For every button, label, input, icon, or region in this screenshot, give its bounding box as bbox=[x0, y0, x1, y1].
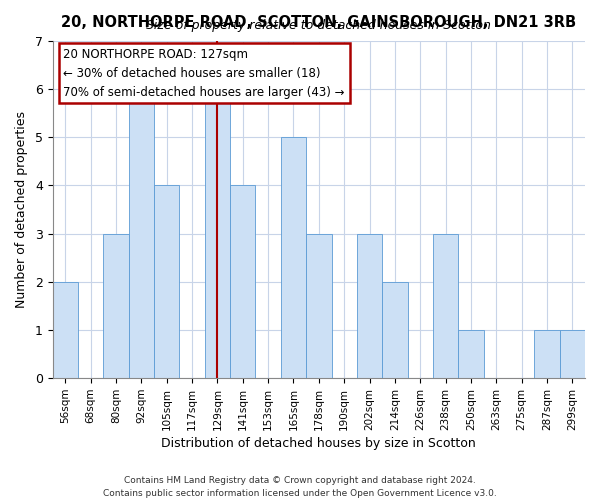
Bar bbox=[306, 234, 332, 378]
Text: 20 NORTHORPE ROAD: 127sqm
← 30% of detached houses are smaller (18)
70% of semi-: 20 NORTHORPE ROAD: 127sqm ← 30% of detac… bbox=[64, 48, 345, 98]
X-axis label: Distribution of detached houses by size in Scotton: Distribution of detached houses by size … bbox=[161, 437, 476, 450]
Bar bbox=[357, 234, 382, 378]
Text: Size of property relative to detached houses in Scotton: Size of property relative to detached ho… bbox=[146, 20, 491, 32]
Bar bbox=[129, 89, 154, 378]
Bar bbox=[281, 138, 306, 378]
Bar bbox=[53, 282, 78, 378]
Text: Contains HM Land Registry data © Crown copyright and database right 2024.
Contai: Contains HM Land Registry data © Crown c… bbox=[103, 476, 497, 498]
Bar bbox=[205, 89, 230, 378]
Bar bbox=[433, 234, 458, 378]
Bar bbox=[154, 186, 179, 378]
Y-axis label: Number of detached properties: Number of detached properties bbox=[15, 111, 28, 308]
Bar bbox=[560, 330, 585, 378]
Bar bbox=[103, 234, 129, 378]
Title: 20, NORTHORPE ROAD, SCOTTON, GAINSBOROUGH, DN21 3RB: 20, NORTHORPE ROAD, SCOTTON, GAINSBOROUG… bbox=[61, 15, 577, 30]
Bar bbox=[382, 282, 407, 378]
Bar bbox=[230, 186, 256, 378]
Bar bbox=[535, 330, 560, 378]
Bar bbox=[458, 330, 484, 378]
